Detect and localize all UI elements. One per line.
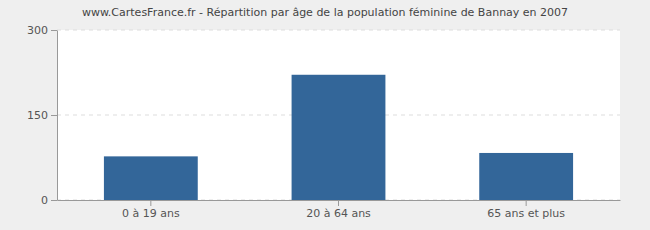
grid-line [57, 30, 620, 31]
x-tick-mark [150, 200, 151, 206]
grid [57, 30, 620, 200]
background [0, 0, 650, 230]
y-axis-line [57, 31, 58, 201]
plot-area [57, 30, 620, 200]
title: www.CartesFrance.fr - Répartition par âg… [82, 6, 568, 19]
chart: www.CartesFrance.fr - Répartition par âg… [0, 0, 650, 230]
y-tick: 150 [27, 109, 57, 122]
bar [292, 75, 386, 200]
plot: 0 150 300 0 à 19 ans 20 à 64 ans 65 ans et pl… [27, 24, 621, 220]
x-tick-label: 0 à 19 ans [122, 207, 180, 220]
y-tick-mark [51, 200, 57, 201]
x-tick: 65 ans et plus [487, 200, 565, 220]
y-tick-label: 300 [27, 24, 48, 37]
bar [104, 156, 198, 200]
x-tick-mark [526, 200, 527, 206]
x-tick-label: 20 à 64 ans [306, 207, 371, 220]
bar [479, 153, 573, 200]
y-tick-mark [51, 115, 57, 116]
x-axis: 0 à 19 ans 20 à 64 ans 65 ans et plus [58, 200, 621, 220]
y-tick: 300 [27, 24, 57, 37]
bars [104, 75, 573, 200]
x-tick-label: 65 ans et plus [487, 207, 565, 220]
x-tick: 20 à 64 ans [306, 200, 371, 220]
x-tick: 0 à 19 ans [122, 200, 180, 220]
y-tick-label: 150 [27, 109, 48, 122]
y-tick: 0 [41, 194, 57, 207]
y-axis: 0 150 300 [27, 24, 58, 207]
x-tick-mark [338, 200, 339, 206]
y-tick-mark [51, 30, 57, 31]
y-tick-label: 0 [41, 194, 48, 207]
